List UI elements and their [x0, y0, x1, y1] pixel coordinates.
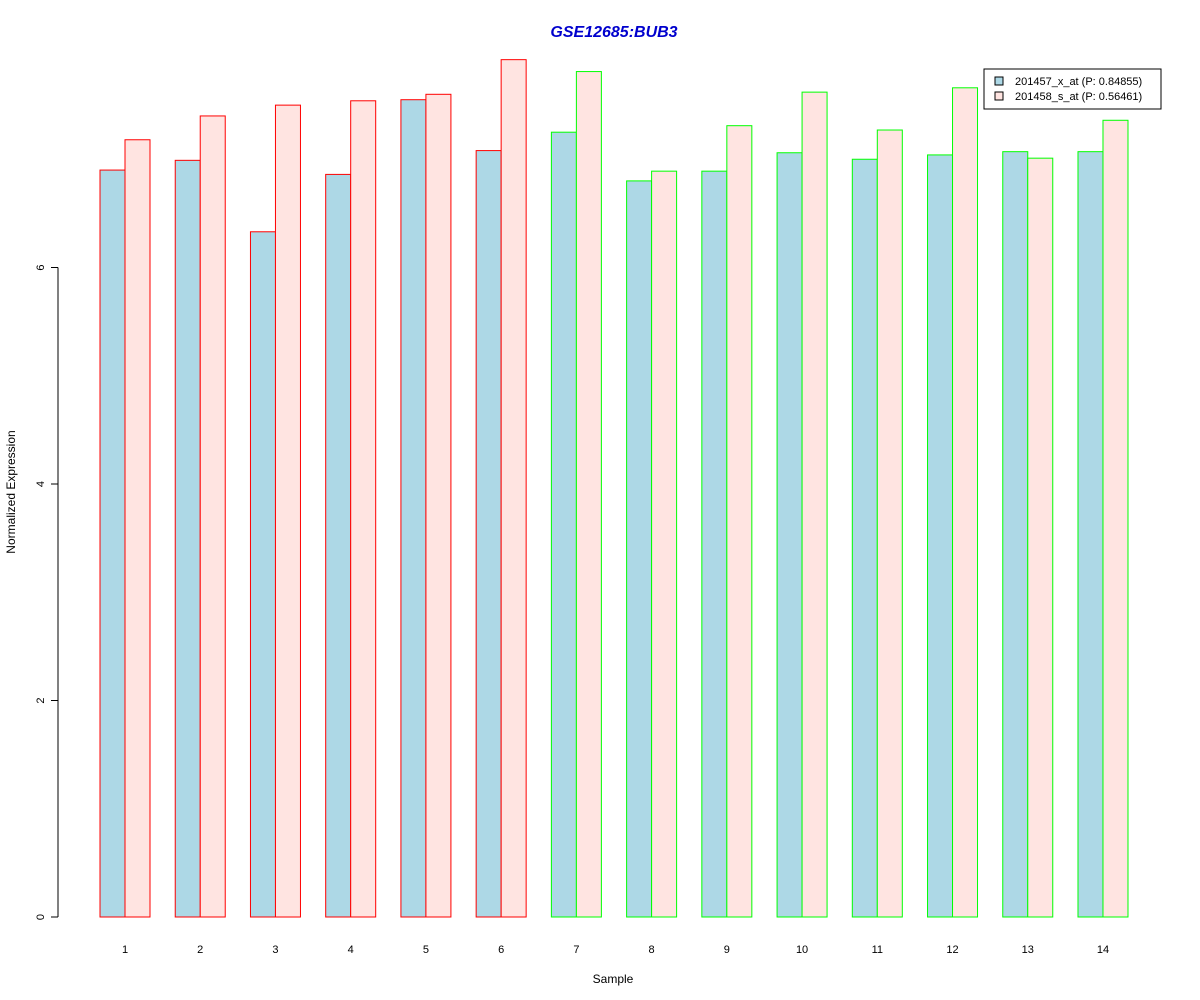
bar-series2-sample-14	[1102, 119, 1129, 918]
y-tick-label: 2	[35, 697, 47, 703]
x-tick-label: 1	[122, 944, 128, 956]
bar-series2-sample-6	[500, 59, 527, 918]
x-tick-label: 3	[272, 944, 278, 956]
x-axis-title: Sample	[593, 972, 634, 986]
x-tick-label: 13	[1022, 944, 1034, 956]
bar-series2-sample-8	[651, 170, 678, 918]
bar-series2-sample-13	[1027, 157, 1054, 918]
x-tick-labels: 1 2 3 4 5 6 7 8 9 10 11 12 13 14	[122, 944, 1109, 956]
x-tick-label: 12	[946, 944, 958, 956]
bar-series1-sample-13	[1002, 151, 1029, 918]
legend-box	[983, 68, 1162, 110]
y-axis-title: Normalized Expression	[4, 430, 18, 553]
bar-series1-sample-6	[475, 150, 502, 918]
x-tick-label: 8	[649, 944, 655, 956]
bar-series1-sample-8	[626, 180, 653, 918]
y-axis: 0 2 4 6	[35, 264, 59, 920]
bar-series2-sample-9	[726, 125, 753, 918]
bar-series2-sample-4	[350, 100, 377, 918]
bar-series2-sample-7	[575, 71, 602, 918]
chart-title: GSE12685:BUB3	[550, 24, 677, 41]
bar-series1-sample-9	[701, 170, 728, 918]
x-tick-label: 2	[197, 944, 203, 956]
legend-label: 201457_x_at (P: 0.84855)	[1015, 76, 1142, 88]
legend-swatch	[994, 91, 1004, 101]
bar-series1-sample-1	[99, 169, 126, 918]
x-tick-label: 6	[498, 944, 504, 956]
bar-series1-sample-7	[550, 131, 577, 918]
bar-series1-sample-4	[325, 173, 352, 918]
y-tick-label: 6	[35, 264, 47, 270]
x-tick-label: 11	[872, 944, 883, 956]
bar-series2-sample-3	[274, 104, 301, 918]
y-tick-label: 4	[35, 481, 47, 487]
legend-label: 201458_s_at (P: 0.56461)	[1015, 91, 1142, 103]
bar-series1-sample-3	[249, 231, 276, 918]
legend: 201457_x_at (P: 0.84855) 201458_s_at (P: …	[983, 68, 1162, 110]
bar-series2-sample-2	[199, 115, 226, 918]
x-tick-label: 10	[796, 944, 808, 956]
x-tick-label: 14	[1097, 944, 1109, 956]
y-tick-label: 0	[35, 914, 47, 920]
x-tick-label: 4	[348, 944, 354, 956]
bar-series1-sample-5	[400, 99, 427, 918]
bar-series1-sample-11	[851, 158, 878, 918]
x-tick-label: 5	[423, 944, 429, 956]
bar-series1-sample-14	[1077, 151, 1104, 918]
bar-series1-sample-2	[174, 159, 201, 918]
legend-swatch	[994, 76, 1004, 86]
x-tick-label: 7	[573, 944, 579, 956]
bars-group	[99, 59, 1129, 918]
bar-series2-sample-5	[425, 93, 452, 918]
bar-series2-sample-12	[952, 87, 979, 918]
bar-series1-sample-10	[776, 152, 803, 918]
bar-series2-sample-1	[124, 139, 151, 918]
bar-series2-sample-10	[801, 91, 828, 918]
x-tick-label: 9	[724, 944, 730, 956]
bar-series1-sample-12	[927, 154, 954, 918]
bar-series2-sample-11	[876, 129, 903, 918]
